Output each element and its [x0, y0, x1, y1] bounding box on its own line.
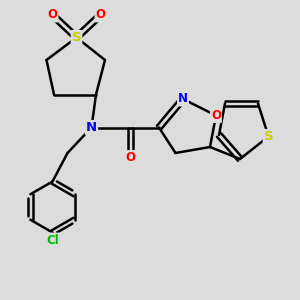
Text: S: S [72, 31, 81, 44]
Text: O: O [211, 109, 221, 122]
Text: O: O [95, 8, 106, 22]
Text: N: N [86, 121, 97, 134]
Text: Cl: Cl [46, 233, 59, 247]
Text: N: N [178, 92, 188, 106]
Text: O: O [125, 151, 136, 164]
Text: S: S [264, 130, 273, 143]
Text: O: O [47, 8, 58, 22]
